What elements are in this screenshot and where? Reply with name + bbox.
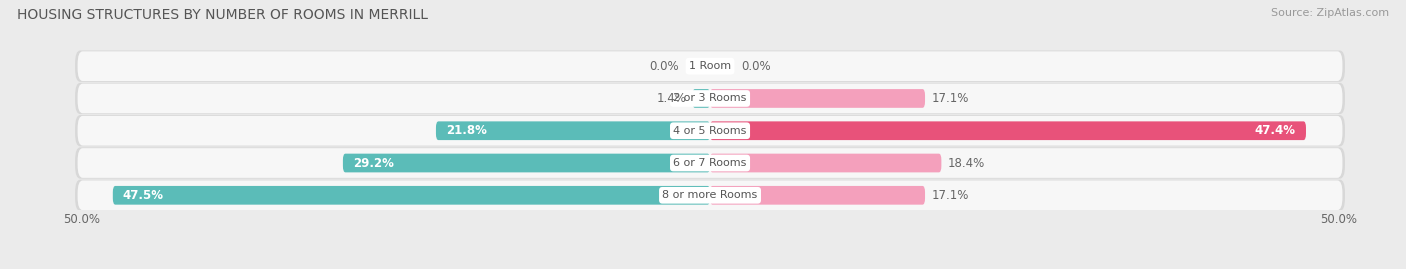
Text: 0.0%: 0.0%: [650, 60, 679, 73]
FancyBboxPatch shape: [75, 115, 1346, 146]
FancyBboxPatch shape: [75, 180, 1346, 211]
FancyBboxPatch shape: [77, 116, 1343, 146]
FancyBboxPatch shape: [343, 154, 710, 172]
Text: 47.4%: 47.4%: [1256, 124, 1296, 137]
Text: 1 Room: 1 Room: [689, 61, 731, 71]
FancyBboxPatch shape: [77, 180, 1343, 210]
FancyBboxPatch shape: [112, 186, 710, 205]
FancyBboxPatch shape: [75, 51, 1346, 82]
Text: 8 or more Rooms: 8 or more Rooms: [662, 190, 758, 200]
Text: HOUSING STRUCTURES BY NUMBER OF ROOMS IN MERRILL: HOUSING STRUCTURES BY NUMBER OF ROOMS IN…: [17, 8, 427, 22]
Text: 1.4%: 1.4%: [657, 92, 686, 105]
Text: Source: ZipAtlas.com: Source: ZipAtlas.com: [1271, 8, 1389, 18]
Text: 0.0%: 0.0%: [741, 60, 770, 73]
Text: 6 or 7 Rooms: 6 or 7 Rooms: [673, 158, 747, 168]
Legend: Owner-occupied, Renter-occupied: Owner-occupied, Renter-occupied: [585, 266, 835, 269]
FancyBboxPatch shape: [77, 51, 1343, 81]
FancyBboxPatch shape: [710, 121, 1306, 140]
FancyBboxPatch shape: [75, 83, 1346, 114]
FancyBboxPatch shape: [436, 121, 710, 140]
Text: 17.1%: 17.1%: [931, 92, 969, 105]
FancyBboxPatch shape: [77, 148, 1343, 178]
FancyBboxPatch shape: [77, 84, 1343, 113]
Text: 4 or 5 Rooms: 4 or 5 Rooms: [673, 126, 747, 136]
Text: 21.8%: 21.8%: [446, 124, 486, 137]
FancyBboxPatch shape: [692, 89, 710, 108]
Text: 17.1%: 17.1%: [931, 189, 969, 202]
FancyBboxPatch shape: [710, 89, 925, 108]
FancyBboxPatch shape: [710, 186, 925, 205]
FancyBboxPatch shape: [710, 154, 942, 172]
Text: 2 or 3 Rooms: 2 or 3 Rooms: [673, 93, 747, 104]
Text: 47.5%: 47.5%: [122, 189, 165, 202]
FancyBboxPatch shape: [75, 147, 1346, 179]
Text: 29.2%: 29.2%: [353, 157, 394, 169]
Text: 18.4%: 18.4%: [948, 157, 986, 169]
